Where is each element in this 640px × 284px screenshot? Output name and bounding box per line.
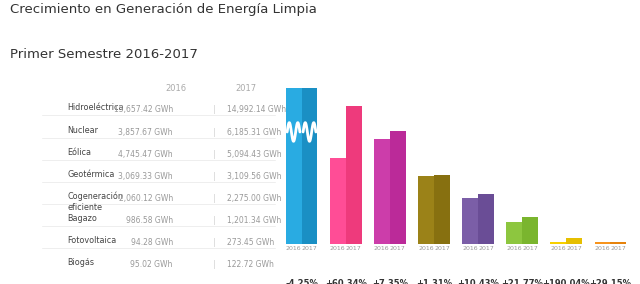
Text: Geotérmica: Geotérmica	[67, 170, 115, 179]
Text: 273.45 GWh: 273.45 GWh	[227, 238, 275, 247]
Bar	[595, 242, 611, 244]
Text: 2,275.00 GWh: 2,275.00 GWh	[227, 194, 282, 203]
Text: 94.28 GWh: 94.28 GWh	[131, 238, 173, 247]
Text: +29.15%: +29.15%	[589, 279, 632, 284]
Text: Eólica: Eólica	[67, 148, 92, 157]
Bar	[434, 175, 450, 244]
Text: Primer Semestre 2016-2017: Primer Semestre 2016-2017	[10, 48, 198, 61]
Text: Bagazo: Bagazo	[67, 214, 97, 223]
Text: 4,745.47 GWh: 4,745.47 GWh	[118, 150, 173, 159]
Text: Hidroeléctrica: Hidroeléctrica	[67, 103, 124, 112]
Text: -4.25%: -4.25%	[285, 279, 318, 284]
Text: 2,060.12 GWh: 2,060.12 GWh	[118, 194, 173, 203]
Text: 3,857.67 GWh: 3,857.67 GWh	[118, 128, 173, 137]
Text: 986.58 GWh: 986.58 GWh	[125, 216, 173, 225]
Text: +7.35%: +7.35%	[372, 279, 408, 284]
Text: Nuclear: Nuclear	[67, 126, 98, 135]
Bar	[330, 158, 346, 244]
Bar	[550, 242, 566, 244]
Bar	[390, 131, 406, 244]
Text: 3,069.33 GWh: 3,069.33 GWh	[118, 172, 173, 181]
Text: +190.04%: +190.04%	[543, 279, 590, 284]
Text: |: |	[213, 216, 216, 225]
Text: Crecimiento en Generación de Energía Limpia: Crecimiento en Generación de Energía Lim…	[10, 3, 316, 16]
Text: Fotovoltaica: Fotovoltaica	[67, 236, 116, 245]
Text: Cogeneración
eficiente: Cogeneración eficiente	[67, 192, 123, 212]
Text: |: |	[213, 260, 216, 269]
Text: +60.34%: +60.34%	[324, 279, 367, 284]
Text: 5,094.43 GWh: 5,094.43 GWh	[227, 150, 282, 159]
Text: +21.77%: +21.77%	[501, 279, 543, 284]
Bar	[611, 241, 627, 244]
Text: 15,657.42 GWh: 15,657.42 GWh	[113, 105, 173, 114]
Text: 95.02 GWh: 95.02 GWh	[131, 260, 173, 269]
Text: |: |	[213, 105, 216, 114]
Text: +1.31%: +1.31%	[416, 279, 452, 284]
Text: 14,992.14 GWh: 14,992.14 GWh	[227, 105, 286, 114]
Bar	[418, 176, 434, 244]
Text: +10.43%: +10.43%	[457, 279, 499, 284]
Text: |: |	[213, 194, 216, 203]
Bar	[301, 88, 317, 244]
Text: 2016: 2016	[165, 84, 187, 93]
Bar	[566, 238, 582, 244]
Bar	[522, 218, 538, 244]
Bar	[285, 88, 301, 244]
Text: Biogás: Biogás	[67, 258, 94, 267]
Text: 122.72 GWh: 122.72 GWh	[227, 260, 274, 269]
Bar	[506, 222, 522, 244]
Bar	[462, 198, 478, 244]
Bar	[478, 194, 494, 244]
Bar	[374, 139, 390, 244]
Text: 3,109.56 GWh: 3,109.56 GWh	[227, 172, 282, 181]
Text: |: |	[213, 238, 216, 247]
Text: |: |	[213, 150, 216, 159]
Text: |: |	[213, 128, 216, 137]
Text: 6,185.31 GWh: 6,185.31 GWh	[227, 128, 282, 137]
Text: 1,201.34 GWh: 1,201.34 GWh	[227, 216, 282, 225]
Text: 2017: 2017	[236, 84, 257, 93]
Bar	[346, 106, 362, 244]
Text: |: |	[213, 172, 216, 181]
